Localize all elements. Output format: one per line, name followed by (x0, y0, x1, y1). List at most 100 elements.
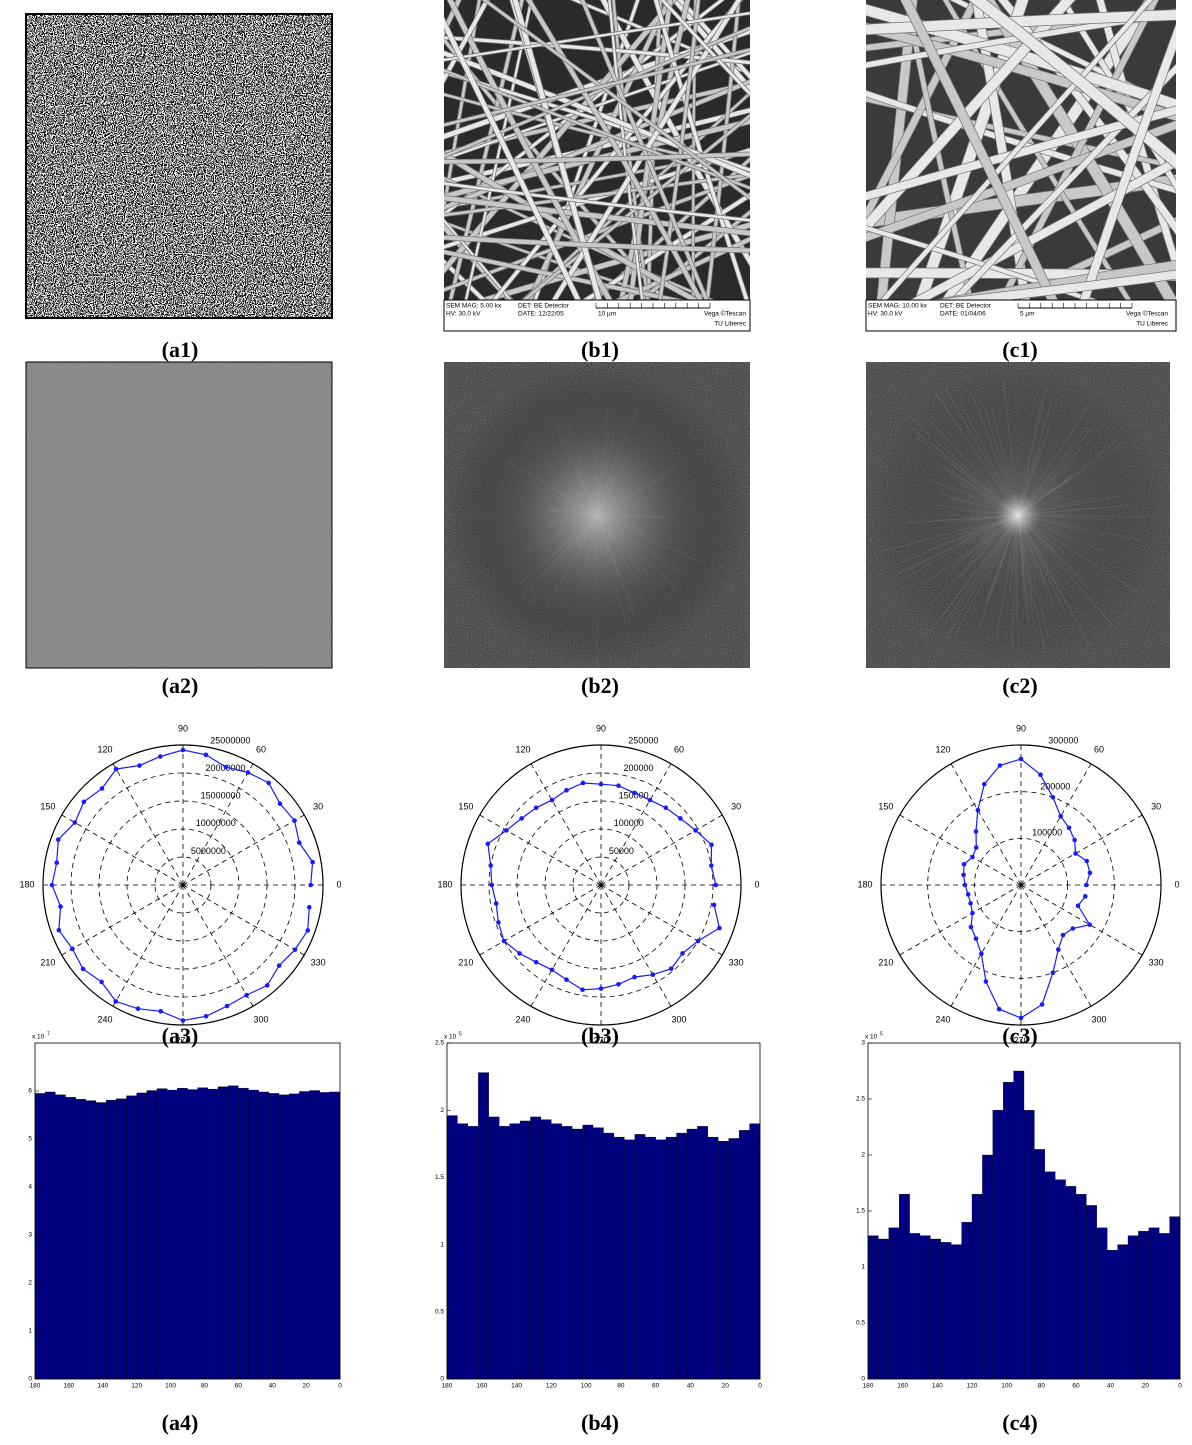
polar-point (550, 968, 555, 973)
fft-texture (26, 362, 332, 668)
sem-info: SEM MAG: 10.00 kx (868, 303, 928, 310)
polar-point (962, 862, 967, 867)
polar-point (680, 951, 685, 956)
polar-point (81, 967, 86, 972)
bar (868, 1236, 878, 1379)
polar-point (1040, 1002, 1045, 1007)
bar (147, 1091, 157, 1379)
polar-point (1051, 970, 1056, 975)
polar-point (54, 860, 59, 865)
polar-point (997, 1007, 1002, 1012)
bar (910, 1233, 920, 1379)
bar (228, 1086, 238, 1379)
polar-point (1073, 851, 1078, 856)
r-tick-label: 100000 (1032, 827, 1062, 837)
polar-point (599, 986, 604, 991)
x-tick-label: 80 (617, 1383, 625, 1390)
bar (1138, 1231, 1148, 1379)
polar-point (158, 1009, 163, 1014)
y-tick-label: 2 (28, 1280, 32, 1287)
polar-point (158, 754, 163, 759)
polar-point (696, 939, 701, 944)
panel-label: (b2) (581, 673, 619, 698)
polar-point (246, 770, 251, 775)
bar (66, 1097, 76, 1379)
grid-spoke (951, 885, 1021, 1006)
polar-point (616, 982, 621, 987)
polar-point (678, 816, 683, 821)
x-tick-label: 20 (302, 1383, 310, 1390)
grid-spoke (900, 885, 1021, 955)
bar (1086, 1205, 1096, 1379)
polar-point (204, 1014, 209, 1019)
polar-point (277, 963, 282, 968)
polar-point (966, 892, 971, 897)
bar (1128, 1236, 1138, 1379)
sem-info: DET: BE Detector (940, 303, 992, 310)
x-tick-label: 120 (546, 1383, 557, 1390)
theta-tick-label: 30 (731, 801, 741, 811)
bar (972, 1194, 982, 1379)
polar-point (488, 863, 493, 868)
y-tick-label: 1.5 (856, 1208, 865, 1215)
y-tick-label: 2.5 (856, 1096, 865, 1103)
polar-point (490, 883, 495, 888)
panel-label: (a4) (162, 1410, 199, 1435)
y-offset-label: x 10 (865, 1034, 878, 1041)
bar (750, 1124, 760, 1379)
bar (96, 1103, 106, 1379)
polar-point (979, 951, 984, 956)
panel-label: (c4) (1002, 1410, 1037, 1435)
bar (593, 1128, 603, 1379)
bar (1076, 1194, 1086, 1379)
polar-point (1084, 859, 1089, 864)
theta-tick-label: 60 (674, 744, 684, 754)
grid-spoke (900, 815, 1021, 885)
y-offset-exponent: 5 (880, 1031, 883, 1037)
polar-point (114, 999, 119, 1004)
y-tick-label: 3 (861, 1040, 865, 1047)
theta-tick-label: 0 (336, 879, 341, 889)
polar-point (137, 763, 142, 768)
sem-info: TU Liberec (1136, 321, 1169, 328)
polar-point (486, 842, 491, 847)
polar-point (998, 763, 1003, 768)
polar-point (519, 816, 524, 821)
x-tick-label: 160 (476, 1383, 487, 1390)
polar-point (564, 977, 569, 982)
polar-point (1084, 883, 1089, 888)
grid-spoke (62, 815, 183, 885)
theta-tick-label: 240 (97, 1014, 112, 1024)
bar (218, 1087, 228, 1379)
polar-point (308, 883, 313, 888)
x-tick-label: 40 (1107, 1383, 1115, 1390)
x-tick-label: 160 (63, 1383, 74, 1390)
bar (1170, 1217, 1180, 1379)
theta-tick-label: 150 (40, 801, 55, 811)
bar (1097, 1228, 1107, 1379)
polar-point (969, 925, 974, 930)
bar (330, 1092, 340, 1379)
polar-point (73, 820, 78, 825)
bar (729, 1138, 739, 1379)
theta-tick-label: 210 (458, 957, 473, 967)
bar (1118, 1245, 1128, 1379)
x-tick-label: 120 (967, 1383, 978, 1390)
y-offset-exponent: 7 (47, 1031, 50, 1037)
sem-info: HV: 30.0 kV (446, 311, 481, 318)
bar (687, 1129, 697, 1379)
y-tick-label: 5 (28, 1136, 32, 1143)
polar-point (581, 781, 586, 786)
bar (614, 1137, 624, 1379)
polar-point (663, 805, 668, 810)
x-tick-label: 40 (687, 1383, 695, 1390)
polar-point (616, 783, 621, 788)
bar (468, 1126, 478, 1379)
bar (541, 1120, 551, 1379)
polar-point (712, 903, 717, 908)
polar-point (1076, 903, 1081, 908)
theta-tick-label: 300 (253, 1014, 268, 1024)
polar-point (244, 993, 249, 998)
polar-point (181, 748, 186, 753)
polar-point (970, 911, 975, 916)
